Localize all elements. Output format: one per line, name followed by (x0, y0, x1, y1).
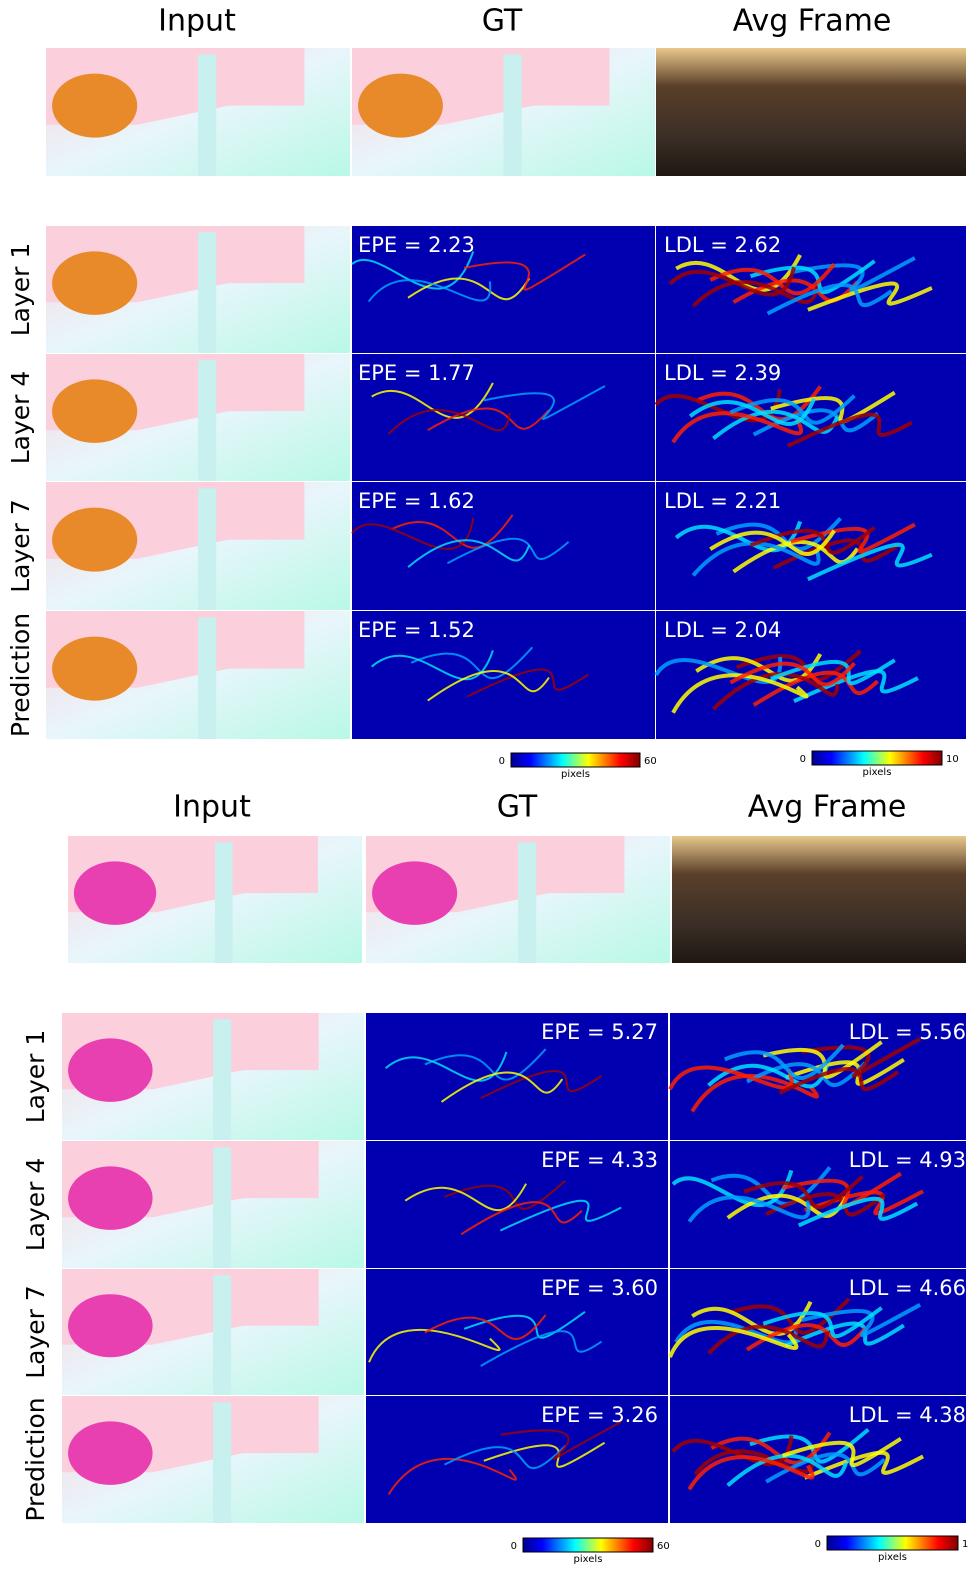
row-label: Prediction (21, 1397, 50, 1521)
colorbar-unit: pixels (561, 769, 590, 780)
column-header: GT (497, 790, 538, 825)
epe-label: EPE = 1.52 (358, 618, 475, 642)
prediction-image-tower (198, 617, 216, 739)
prediction-image-blob (68, 1294, 153, 1357)
prediction-image-tower (198, 488, 216, 610)
prediction-image-blob (68, 1166, 153, 1230)
prediction-image-blob (68, 1038, 153, 1102)
column-header: Avg Frame (748, 790, 907, 825)
ldl-label: LDL = 2.04 (664, 618, 781, 642)
prediction-image-blob (52, 508, 137, 572)
colorbar-min: 0 (499, 756, 505, 767)
column-header: GT (482, 4, 523, 39)
colorbar-max: 1 (962, 1539, 968, 1550)
ldl-label: LDL = 2.21 (664, 489, 781, 513)
prediction-image-blob (52, 379, 137, 443)
input-image-tower (215, 842, 233, 963)
gt-image-blob (372, 861, 457, 925)
colorbar-unit: pixels (574, 1554, 603, 1565)
ldl-label: LDL = 5.56 (849, 1020, 966, 1044)
row-label: Layer 7 (6, 499, 35, 593)
epe-label: EPE = 1.77 (358, 361, 475, 385)
prediction-image-tower (213, 1275, 231, 1395)
colorbar-unit: pixels (878, 1552, 907, 1563)
prediction-image-blob (68, 1421, 153, 1485)
prediction-image-tower (198, 232, 216, 353)
column-header: Input (158, 4, 236, 39)
row-label: Layer 1 (6, 243, 35, 337)
ldl-label: LDL = 4.66 (849, 1276, 966, 1300)
row-label: Layer 4 (21, 1158, 50, 1252)
ldl-label: LDL = 4.93 (849, 1148, 966, 1172)
colorbar-min: 0 (800, 754, 806, 765)
input-image-tower (198, 54, 216, 176)
colorbar (523, 1538, 653, 1552)
prediction-image-blob (52, 251, 137, 315)
ldl-label: LDL = 2.39 (664, 361, 781, 385)
epe-label: EPE = 4.33 (541, 1148, 658, 1172)
epe-label: EPE = 5.27 (541, 1020, 658, 1044)
colorbar (827, 1536, 958, 1550)
gt-image-tower (504, 54, 522, 176)
avg-frame-image (672, 836, 966, 963)
column-header: Input (173, 790, 251, 825)
prediction-image-tower (213, 1402, 231, 1523)
input-image-blob (52, 74, 137, 138)
row-label: Layer 1 (21, 1030, 50, 1124)
column-header: Avg Frame (733, 4, 892, 39)
gt-image-blob (358, 74, 443, 138)
row-label: Layer 4 (6, 371, 35, 465)
page: Input GT Avg Frame Layer 1 EPE = 2.23 LDL = 2… (0, 0, 973, 1577)
prediction-image-tower (213, 1147, 231, 1268)
colorbar (511, 753, 640, 767)
colorbar (812, 751, 942, 765)
input-image-blob (74, 861, 156, 925)
gt-image-tower (518, 842, 536, 963)
colorbar-max: 10 (946, 754, 959, 765)
row-label: Layer 7 (21, 1285, 50, 1379)
colorbar-unit: pixels (863, 767, 892, 778)
figure: Input GT Avg Frame Layer 1 EPE = 2.23 LDL = 2… (0, 0, 973, 1577)
colorbar-min: 0 (815, 1539, 821, 1550)
colorbar-max: 60 (657, 1541, 670, 1552)
colorbar-max: 60 (644, 756, 657, 767)
prediction-image-tower (198, 360, 216, 481)
prediction-image-tower (213, 1019, 231, 1140)
prediction-image-blob (52, 637, 137, 701)
avg-frame-image (656, 48, 966, 176)
epe-label: EPE = 2.23 (358, 233, 475, 257)
row-label: Prediction (6, 613, 35, 737)
epe-label: EPE = 3.26 (541, 1403, 658, 1427)
colorbar-min: 0 (511, 1541, 517, 1552)
epe-label: EPE = 3.60 (541, 1276, 658, 1300)
ldl-label: LDL = 2.62 (664, 233, 781, 257)
epe-label: EPE = 1.62 (358, 489, 475, 513)
ldl-label: LDL = 4.38 (849, 1403, 966, 1427)
